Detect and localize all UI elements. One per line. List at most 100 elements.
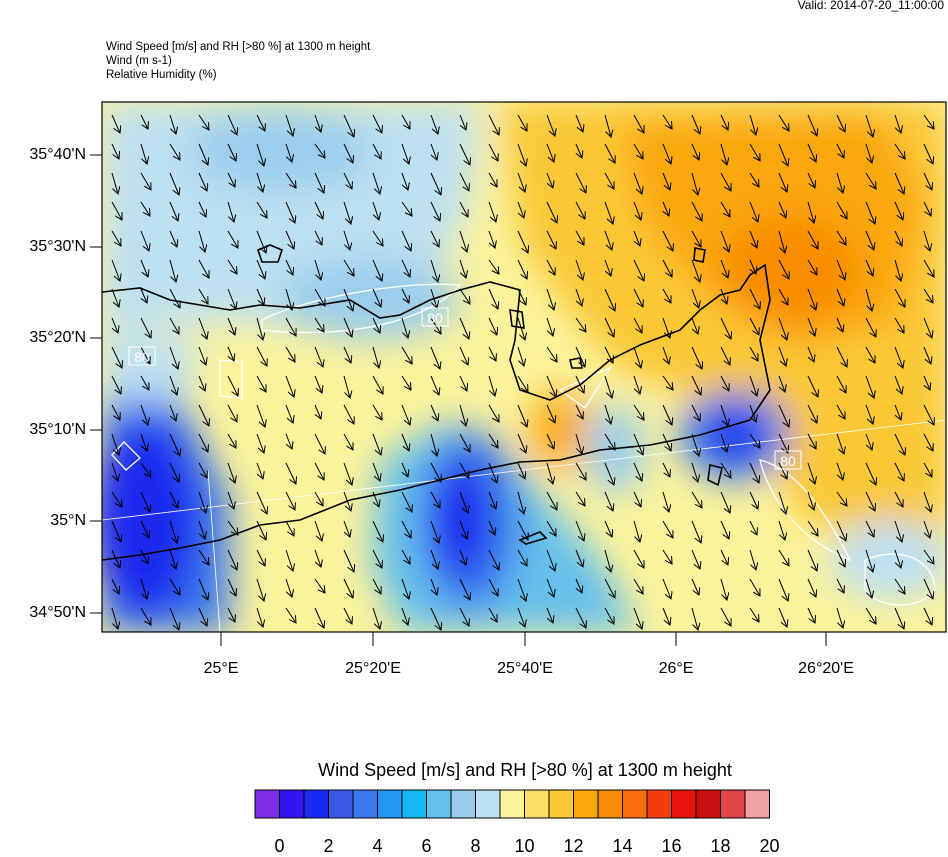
wind-arrow [198, 578, 208, 600]
wind-arrow [459, 259, 466, 278]
wind-arrow [633, 317, 642, 333]
wind-arrow [401, 462, 408, 477]
wind-arrow [314, 317, 324, 332]
wind-arrow [894, 230, 902, 246]
wind-arrow [691, 172, 698, 195]
wind-arrow [227, 607, 235, 622]
wind-arrow [575, 143, 582, 158]
wind-arrow [894, 520, 902, 542]
wind-arrow [604, 549, 611, 572]
wind-arrow [778, 114, 789, 131]
wind-arrow [836, 172, 843, 193]
lat-label: 35°30'N [29, 238, 86, 255]
wind-arrow [807, 346, 814, 362]
colorbar-swatch [254, 789, 280, 819]
wind-arrow [459, 346, 468, 365]
contour-labels: 80 80 80 [128, 307, 802, 470]
colorbar-label: 14 [612, 836, 633, 856]
wind-arrow [169, 491, 178, 508]
wind-arrow [923, 201, 931, 216]
colorbar [254, 789, 770, 819]
wind-arrow [459, 375, 467, 391]
lat-label: 34°50'N [29, 604, 86, 621]
wind-arrow [865, 172, 876, 189]
wind-arrow [517, 549, 527, 566]
wind-arrow [198, 143, 208, 165]
wind-arrow [749, 317, 759, 335]
wind-arrow [575, 259, 583, 280]
wind-arrow [140, 317, 151, 338]
wind-arrow [720, 346, 730, 365]
wind-arrow [894, 607, 904, 629]
wind-arrow [720, 549, 728, 565]
wind-arrow [227, 491, 234, 509]
wind-arrow [488, 578, 498, 596]
wind-arrow [662, 462, 670, 477]
wind-arrow [894, 578, 905, 594]
wind-arrow [633, 346, 641, 368]
wind-arrow [662, 259, 672, 277]
wind-arrow [894, 549, 901, 568]
wind-arrow [459, 404, 466, 426]
wind-arrow [140, 549, 148, 564]
wind-arrow [372, 404, 382, 420]
wind-arrow [691, 288, 699, 308]
wind-arrow [749, 201, 758, 222]
wind-arrow [720, 143, 727, 165]
wind-arrow [633, 230, 640, 246]
wind-arrow [923, 288, 933, 303]
wind-arrow [517, 375, 528, 392]
wind-arrow [343, 462, 352, 485]
lat-label: 35°N [50, 512, 86, 529]
wind-arrow [633, 201, 641, 220]
wind-arrow [604, 433, 615, 450]
wind-arrow [836, 114, 845, 132]
wind-arrow [894, 201, 903, 220]
contour-label: 80 [780, 453, 796, 469]
wind-arrow [604, 607, 614, 624]
wind-arrow [923, 114, 934, 129]
wind-arrow [488, 491, 496, 509]
wind-arrow [923, 317, 932, 338]
wind-arrow [546, 578, 554, 597]
wind-arrow [285, 520, 294, 536]
wind-arrow [372, 259, 382, 281]
coastline [102, 244, 771, 561]
wind-arrow [894, 462, 904, 481]
wind-arrow [894, 375, 902, 394]
wind-arrow [778, 201, 786, 218]
lat-label: 35°20'N [29, 329, 86, 346]
wind-arrow [459, 143, 470, 165]
wind-arrow [285, 143, 292, 162]
wind-arrow [865, 230, 874, 250]
wind-arrow [749, 346, 758, 361]
wind-arrow [111, 607, 118, 629]
wind-arrow [720, 578, 727, 600]
wind-arrow [865, 491, 875, 511]
wind-arrow [372, 520, 383, 542]
wind-arrow [575, 433, 582, 454]
wind-arrow [111, 317, 118, 333]
wind-arrow [372, 317, 380, 333]
wind-arrow [749, 375, 757, 396]
wind-arrow [140, 520, 149, 538]
wind-arrow [923, 375, 930, 390]
wind-arrow [169, 114, 176, 134]
wind-arrow [691, 143, 699, 160]
wind-arrow [401, 346, 412, 364]
wind-arrow [140, 288, 147, 303]
wind-arrow [314, 201, 323, 219]
wind-arrow [778, 172, 787, 192]
wind-arrow [604, 288, 615, 311]
wind-arrow [401, 578, 409, 599]
wind-arrow [343, 143, 353, 163]
wind-arrow [140, 404, 148, 425]
wind-arrow [720, 288, 727, 304]
wind-arrow [923, 172, 932, 190]
wind-arrow [343, 317, 352, 337]
wind-arrow [836, 578, 844, 593]
wind-arrow [662, 143, 671, 164]
wind-arrow [488, 404, 499, 422]
wind-arrow [343, 607, 352, 624]
wind-arrow [140, 259, 148, 277]
